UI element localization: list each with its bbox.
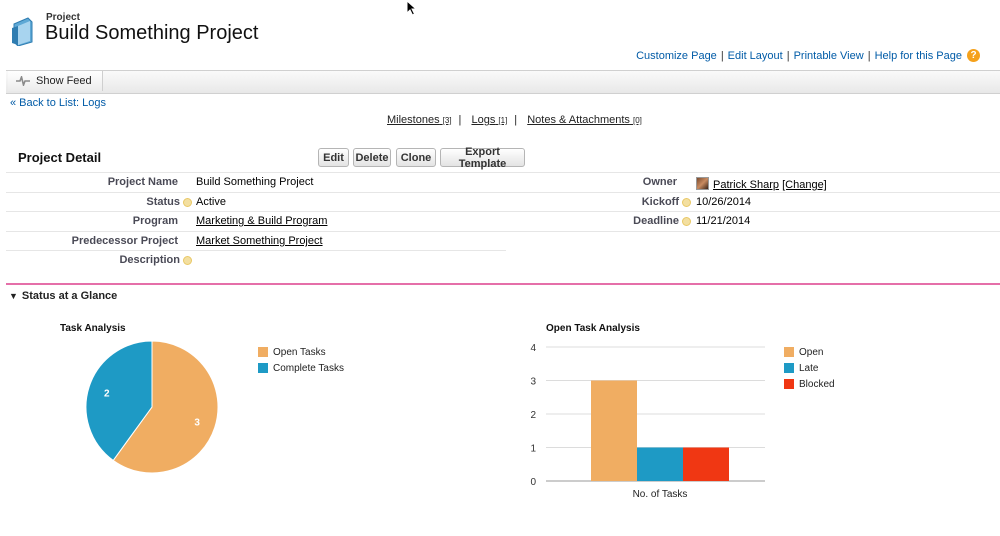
y-tick-label: 0 bbox=[530, 477, 536, 488]
x-category-label: No. of Tasks bbox=[633, 489, 688, 500]
y-tick-label: 3 bbox=[530, 377, 536, 388]
row-divider bbox=[6, 231, 1000, 232]
help-hint-icon[interactable] bbox=[183, 197, 192, 207]
clone-button[interactable]: Clone bbox=[396, 148, 436, 167]
row-divider bbox=[6, 172, 1000, 173]
legend-item-open-tasks: Open Tasks bbox=[258, 344, 344, 360]
pie-legend: Open Tasks Complete Tasks bbox=[258, 344, 344, 376]
open-task-analysis-bar-chart: 0 1 2 3 4 No. of Tasks bbox=[530, 343, 765, 500]
avatar bbox=[696, 177, 709, 190]
help-link[interactable]: Help for this Page bbox=[874, 49, 962, 62]
status-value: Active bbox=[196, 196, 226, 208]
legend-swatch bbox=[258, 347, 268, 357]
program-link[interactable]: Marketing & Build Program bbox=[196, 215, 328, 227]
page-title: Build Something Project bbox=[45, 22, 259, 44]
logs-link[interactable]: Logs [1] bbox=[471, 114, 508, 126]
printable-view-link[interactable]: Printable View bbox=[793, 49, 864, 62]
bar-open bbox=[591, 380, 637, 481]
predecessor-project-label: Predecessor Project bbox=[71, 235, 178, 247]
help-hint-icon[interactable] bbox=[183, 255, 192, 265]
row-divider bbox=[6, 192, 1000, 193]
show-feed-button[interactable]: Show Feed bbox=[8, 71, 103, 91]
edit-button[interactable]: Edit bbox=[318, 148, 349, 167]
predecessor-project-link[interactable]: Market Something Project bbox=[196, 235, 323, 247]
kickoff-value: 10/26/2014 bbox=[696, 196, 752, 208]
kickoff-label: Kickoff bbox=[642, 196, 691, 208]
help-hint-icon[interactable] bbox=[682, 197, 691, 207]
owner-value: Patrick Sharp [Change] bbox=[696, 177, 827, 191]
export-template-button[interactable]: Export Template bbox=[440, 146, 525, 170]
object-type-label: Project bbox=[46, 12, 80, 23]
help-icon[interactable]: ? bbox=[967, 49, 980, 62]
pie-slice-label: 3 bbox=[194, 418, 200, 429]
feed-toolbar bbox=[6, 70, 1000, 94]
bar-chart-title: Open Task Analysis bbox=[546, 323, 640, 334]
y-tick-label: 1 bbox=[530, 444, 536, 455]
project-name-value: Build Something Project bbox=[196, 176, 314, 188]
status-label: Status bbox=[146, 196, 192, 208]
task-analysis-pie-chart: 32 bbox=[85, 340, 219, 474]
project-name-label: Project Name bbox=[107, 176, 178, 188]
legend-item-late: Late bbox=[784, 360, 835, 376]
related-list-links: Milestones [3] | Logs [1] | Notes & Attach… bbox=[387, 114, 642, 126]
bar-legend: Open Late Blocked bbox=[784, 344, 835, 392]
legend-item-open: Open bbox=[784, 344, 835, 360]
bar-blocked bbox=[683, 447, 729, 481]
show-feed-label: Show Feed bbox=[36, 75, 92, 87]
milestones-link[interactable]: Milestones [3] bbox=[387, 114, 452, 126]
page-header-links: Customize Page | Edit Layout | Printable… bbox=[636, 49, 980, 62]
row-divider bbox=[6, 211, 1000, 212]
pie-chart-title: Task Analysis bbox=[60, 323, 126, 334]
bar-late bbox=[637, 447, 683, 481]
collapse-triangle-icon: ▼ bbox=[9, 291, 18, 301]
pie-slice-label: 2 bbox=[104, 388, 110, 399]
program-label: Program bbox=[132, 215, 178, 227]
row-divider bbox=[6, 250, 506, 251]
pie-slice bbox=[85, 340, 153, 462]
project-icon bbox=[12, 17, 33, 46]
legend-swatch bbox=[784, 379, 794, 389]
delete-button[interactable]: Delete bbox=[353, 148, 391, 167]
notes-attachments-link[interactable]: Notes & Attachments [0] bbox=[527, 114, 642, 126]
owner-link[interactable]: Patrick Sharp bbox=[713, 179, 780, 191]
feed-icon bbox=[16, 76, 30, 86]
deadline-value: 11/21/2014 bbox=[696, 215, 751, 227]
change-owner-link[interactable]: [Change] bbox=[782, 179, 827, 191]
deadline-label: Deadline bbox=[633, 215, 691, 227]
edit-layout-link[interactable]: Edit Layout bbox=[727, 49, 783, 62]
mouse-cursor-icon bbox=[406, 0, 418, 16]
legend-swatch bbox=[258, 363, 268, 373]
legend-swatch bbox=[784, 363, 794, 373]
pie-slice bbox=[112, 340, 219, 474]
legend-item-complete-tasks: Complete Tasks bbox=[258, 360, 344, 376]
owner-label: Owner bbox=[642, 176, 677, 188]
section-divider bbox=[6, 283, 1000, 285]
y-tick-label: 2 bbox=[530, 410, 536, 421]
status-at-a-glance-toggle[interactable]: ▼ Status at a Glance bbox=[9, 290, 118, 302]
y-tick-label: 4 bbox=[530, 343, 536, 354]
description-label: Description bbox=[119, 254, 192, 266]
help-hint-icon[interactable] bbox=[682, 216, 691, 226]
customize-page-link[interactable]: Customize Page bbox=[636, 49, 717, 62]
legend-item-blocked: Blocked bbox=[784, 376, 835, 392]
back-to-list-link[interactable]: « Back to List: Logs bbox=[10, 97, 106, 109]
section-title-project-detail: Project Detail bbox=[18, 150, 102, 165]
legend-swatch bbox=[784, 347, 794, 357]
